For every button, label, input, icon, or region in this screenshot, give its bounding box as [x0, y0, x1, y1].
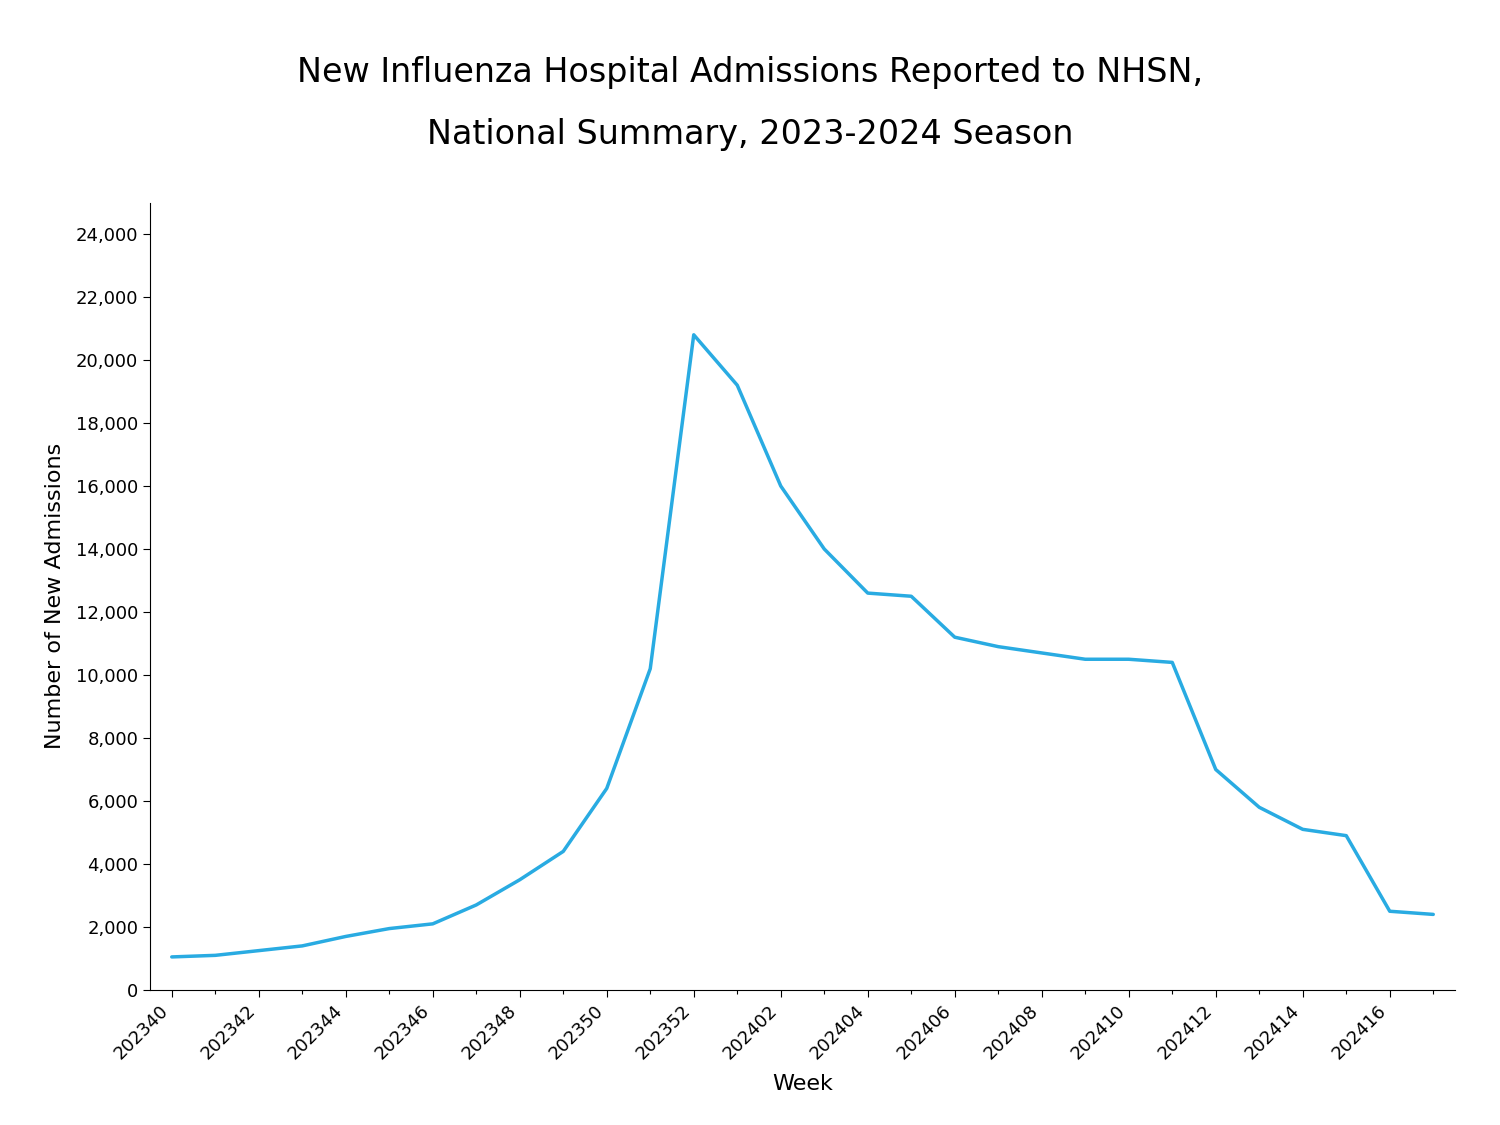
Text: National Summary, 2023-2024 Season: National Summary, 2023-2024 Season: [426, 118, 1074, 151]
Text: New Influenza Hospital Admissions Reported to NHSN,: New Influenza Hospital Admissions Report…: [297, 56, 1203, 89]
X-axis label: Week: Week: [772, 1074, 832, 1095]
Y-axis label: Number of New Admissions: Number of New Admissions: [45, 443, 64, 749]
